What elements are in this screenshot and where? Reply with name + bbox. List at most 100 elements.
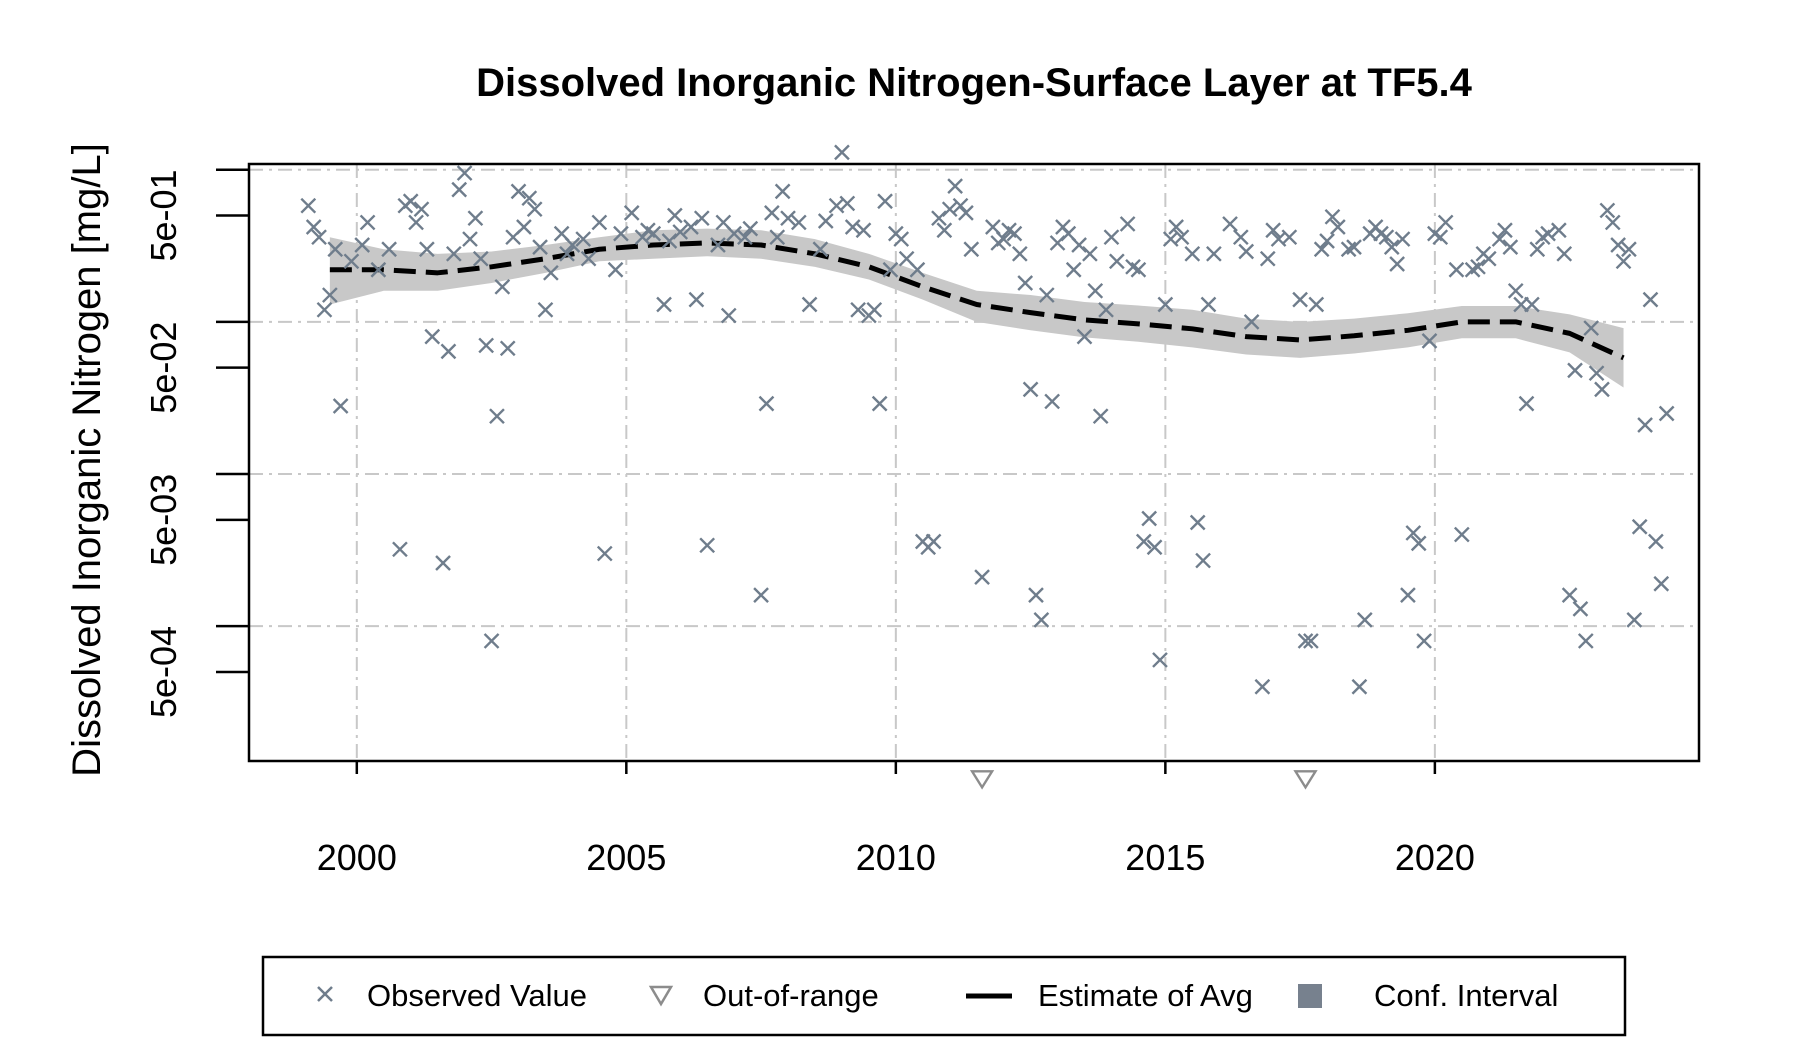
legend-conf-interval-symbol — [1298, 984, 1322, 1008]
observed-point — [1319, 233, 1335, 249]
observed-point — [413, 201, 430, 218]
observed-point — [596, 545, 613, 562]
x-axis: 2000 2005 2010 2015 2020 — [317, 761, 1475, 878]
observed-point — [1292, 291, 1308, 308]
observed-point — [575, 231, 592, 247]
observed-point — [871, 395, 888, 412]
observed-point — [817, 213, 834, 229]
observed-point — [909, 261, 926, 278]
x-tick-label: 2015 — [1125, 837, 1205, 878]
y-axis-label: Dissolved Inorganic Nitrogen [mg/L] — [65, 143, 109, 777]
y-tick-label: 5e-01 — [143, 169, 184, 261]
observed-point — [1561, 587, 1578, 603]
observed-point — [1642, 291, 1659, 308]
legend-estimate-label: Estimate of Avg — [1038, 978, 1253, 1013]
observed-point — [1330, 219, 1346, 235]
observed-point — [435, 555, 451, 571]
observed-point — [440, 343, 457, 360]
observed-point — [1011, 245, 1028, 262]
legend-frame — [261, 955, 1627, 1037]
observed-point — [1583, 320, 1600, 336]
observed-point — [958, 205, 974, 221]
observed-point — [995, 231, 1012, 247]
observed-point — [839, 195, 856, 212]
observed-point — [855, 222, 872, 239]
observed-point — [952, 197, 969, 214]
observed-point — [1087, 282, 1104, 299]
observed-point — [543, 264, 559, 281]
observed-point — [322, 287, 338, 303]
observed-point — [693, 210, 710, 227]
legend-out-of-range-symbol — [648, 985, 674, 1007]
observed-point — [844, 219, 861, 235]
observed-point — [1653, 575, 1670, 592]
observed-point — [1044, 393, 1061, 410]
observed-point — [931, 210, 947, 227]
observed-point — [1648, 533, 1664, 550]
observed-point — [1540, 225, 1556, 242]
observed-point — [1184, 245, 1201, 262]
observed-point — [1173, 229, 1190, 246]
observed-point — [1497, 222, 1513, 239]
observed-point — [1243, 314, 1260, 330]
out-of-range-layer — [969, 770, 1318, 790]
observed-point — [1621, 241, 1637, 258]
observed-point — [1340, 241, 1357, 258]
observed-point — [1108, 253, 1125, 270]
observed-point — [753, 587, 769, 603]
observed-point — [424, 328, 441, 345]
observed-point — [645, 225, 662, 242]
observed-point — [402, 193, 419, 210]
observed-point — [1152, 652, 1168, 668]
x-tick-label: 2000 — [317, 837, 397, 878]
y-axis: 5e-04 5e-03 5e-02 5e-01 — [143, 168, 249, 718]
observed-point — [408, 214, 424, 231]
observed-point — [1157, 296, 1174, 313]
observed-point — [1432, 229, 1449, 246]
observed-point — [1529, 241, 1546, 258]
observed-point — [311, 229, 327, 246]
legend-out-of-range-label: Out-of-range — [703, 978, 879, 1013]
observed-point — [1281, 229, 1298, 246]
observed-point — [300, 197, 317, 214]
observed-point — [559, 245, 575, 262]
observed-point — [1195, 552, 1211, 569]
observed-point — [850, 301, 866, 318]
legend-observed-symbol — [317, 986, 333, 1002]
observed-point — [769, 229, 786, 246]
x-tick-label: 2020 — [1395, 837, 1475, 878]
observed-point — [472, 250, 489, 267]
observed-point — [893, 231, 910, 247]
observed-point — [1098, 301, 1114, 318]
observed-point — [1637, 417, 1653, 433]
observed-point — [812, 241, 829, 258]
observed-point — [392, 541, 408, 558]
observed-point — [1028, 587, 1044, 603]
observed-point — [354, 237, 371, 253]
observed-point — [1658, 405, 1675, 422]
observed-point — [1378, 229, 1395, 246]
observed-point — [974, 569, 990, 585]
observed-point — [699, 537, 716, 554]
observed-point — [801, 296, 818, 313]
observed-point — [1421, 333, 1438, 349]
observed-point — [1599, 202, 1616, 219]
observed-point — [1303, 633, 1319, 649]
observed-point — [1480, 250, 1497, 267]
observed-point — [1082, 245, 1098, 262]
observed-point — [1470, 258, 1486, 275]
observed-point — [1572, 600, 1589, 617]
observed-point — [1006, 225, 1023, 242]
observed-points-layer — [300, 144, 1675, 695]
observed-point — [1065, 261, 1082, 278]
observed-point — [947, 178, 963, 194]
observed-point — [1383, 239, 1400, 255]
legend-observed-label: Observed Value — [367, 978, 587, 1013]
observed-point — [607, 261, 624, 278]
legend-item-estimate: Estimate of Avg — [966, 978, 1253, 1013]
y-tick-label: 5e-03 — [143, 474, 184, 566]
legend-item-out-of-range: Out-of-range — [648, 978, 879, 1013]
observed-point — [419, 241, 435, 258]
observed-point — [1453, 526, 1470, 543]
